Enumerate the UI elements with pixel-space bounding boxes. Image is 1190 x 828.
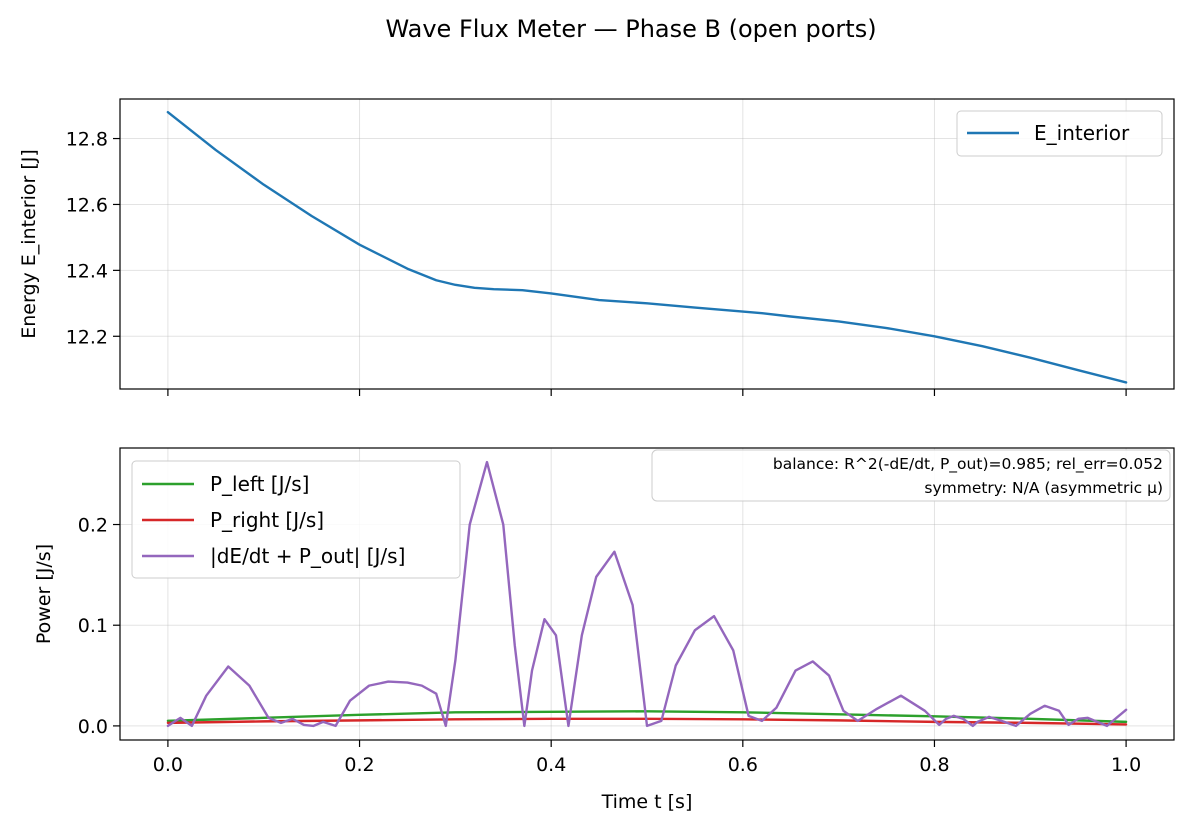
power-xtick-label: 0.8 [919,754,949,776]
balance-annotation: balance: R^2(-dE/dt, P_out)=0.985; rel_e… [651,449,1171,502]
energy-ticks: 12.2 12.4 12.6 12.8 [66,129,1127,396]
legend-label-p-right: P_right [J/s] [210,508,324,532]
power-xtick-label: 0.6 [728,754,758,776]
legend-label-p-left: P_left [J/s] [210,472,309,496]
power-ticks: 0.0 0.2 0.4 0.6 0.8 1.0 0.0 0.1 0.2 [78,515,1141,776]
power-ytick-label: 0.2 [78,515,108,537]
energy-legend-label: E_interior [1034,121,1130,145]
power-xtick-label: 1.0 [1111,754,1141,776]
energy-ytick-label: 12.8 [66,129,108,151]
power-ytick-label: 0.0 [78,716,108,738]
balance-annotation-line1: balance: R^2(-dE/dt, P_out)=0.985; rel_e… [773,455,1163,474]
energy-ytick-label: 12.6 [66,194,108,216]
energy-series-group [166,110,1128,384]
energy-legend: E_interior [956,110,1163,157]
power-series-line-2 [166,460,1128,728]
figure-title: Wave Flux Meter — Phase B (open ports) [385,15,876,43]
balance-annotation-box [651,449,1171,502]
legend-label-residual: |dE/dt + P_out| [J/s] [210,544,405,568]
energy-ytick-label: 12.4 [66,260,108,282]
energy-panel: 12.2 12.4 12.6 12.8 Energy E_interior [J] E… [18,98,1175,396]
power-panel: 0.0 0.2 0.4 0.6 0.8 1.00.00.10.2 Power [J/s] … [33,447,1175,813]
energy-series-line-0 [166,110,1128,384]
energy-axes-frame [119,98,1175,390]
power-series-line-0 [166,710,1128,724]
energy-legend-box [956,110,1163,157]
power-axes-frame [119,447,1175,741]
balance-annotation-line2: symmetry: N/A (asymmetric μ) [924,479,1163,497]
energy-ylabel: Energy E_interior [J] [18,149,40,339]
power-legend-box [131,460,461,579]
power-xtick-label: 0.4 [536,754,566,776]
power-xtick-label: 0.0 [153,754,183,776]
power-ylabel: Power [J/s] [33,544,55,644]
power-xlabel: Time t [s] [601,791,693,813]
power-xtick-label: 0.2 [344,754,374,776]
power-ytick-label: 0.1 [78,615,108,637]
power-legend: P_left [J/s] P_right [J/s] |dE/dt + P_ou… [131,460,461,579]
power-series-group [166,460,1128,728]
energy-ytick-label: 12.2 [66,326,108,348]
